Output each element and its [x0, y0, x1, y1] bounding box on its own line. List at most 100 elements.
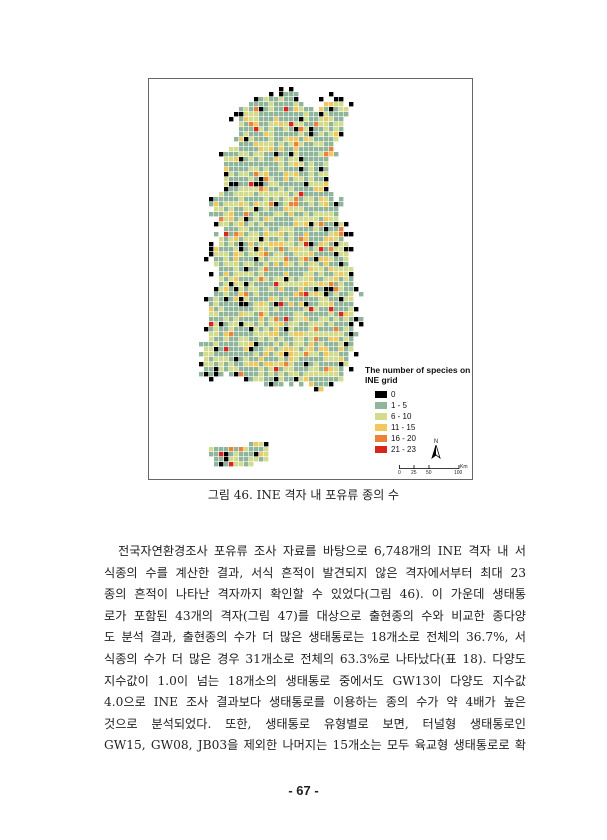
grid-cell	[274, 152, 279, 157]
grid-cell	[234, 137, 239, 142]
grid-cell	[324, 187, 329, 192]
grid-cell	[319, 117, 324, 122]
grid-cell	[274, 352, 279, 357]
grid-cell	[294, 162, 299, 167]
grid-cell	[339, 232, 344, 237]
grid-cell	[344, 362, 349, 367]
grid-cell	[289, 227, 294, 232]
grid-cell	[234, 177, 239, 182]
grid-cell	[259, 127, 264, 132]
grid-cell	[289, 107, 294, 112]
grid-cell	[244, 462, 249, 467]
grid-cell	[224, 337, 229, 342]
grid-cell	[264, 247, 269, 252]
grid-cell	[224, 362, 229, 367]
grid-cell	[229, 157, 234, 162]
grid-cell	[289, 302, 294, 307]
grid-cell	[329, 252, 334, 257]
grid-cell	[284, 147, 289, 152]
grid-cell	[314, 127, 319, 132]
grid-cell	[299, 267, 304, 272]
grid-cell	[219, 207, 224, 212]
grid-cell	[249, 317, 254, 322]
grid-cell	[304, 147, 309, 152]
grid-cell	[289, 352, 294, 357]
grid-cell	[224, 447, 229, 452]
grid-cell	[249, 117, 254, 122]
grid-cell	[289, 372, 294, 377]
body-line: GW15, GW08, JB03을 제외한 나머지는 15개소는 모두 육교형 …	[104, 738, 526, 753]
grid-cell	[244, 282, 249, 287]
grid-cell	[284, 227, 289, 232]
grid-cell	[314, 242, 319, 247]
grid-cell	[244, 272, 249, 277]
grid-cell	[289, 157, 294, 162]
grid-cell	[254, 142, 259, 147]
grid-cell	[244, 357, 249, 362]
grid-cell	[269, 132, 274, 137]
grid-cell	[314, 197, 319, 202]
grid-cell	[289, 327, 294, 332]
grid-cell	[324, 292, 329, 297]
grid-cell	[219, 447, 224, 452]
grid-cell	[349, 292, 354, 297]
grid-cell	[294, 297, 299, 302]
grid-cell	[349, 247, 354, 252]
grid-cell	[244, 457, 249, 462]
grid-cell	[249, 182, 254, 187]
grid-cell	[314, 327, 319, 332]
legend-swatch	[375, 446, 387, 453]
grid-cell	[344, 222, 349, 227]
grid-cell	[214, 357, 219, 362]
grid-cell	[274, 357, 279, 362]
grid-cell	[304, 307, 309, 312]
grid-cell	[254, 262, 259, 267]
grid-cell	[229, 197, 234, 202]
grid-cell	[244, 452, 249, 457]
grid-cell	[214, 342, 219, 347]
grid-cell	[229, 167, 234, 172]
grid-cell	[249, 232, 254, 237]
grid-cell	[339, 112, 344, 117]
grid-cell	[254, 247, 259, 252]
grid-cell	[209, 307, 214, 312]
grid-cell	[244, 292, 249, 297]
grid-cell	[284, 192, 289, 197]
grid-cell	[329, 382, 334, 387]
grid-cell	[319, 262, 324, 267]
grid-cell	[334, 332, 339, 337]
grid-cell	[264, 172, 269, 177]
grid-cell	[274, 167, 279, 172]
grid-cell	[269, 207, 274, 212]
grid-cell	[249, 147, 254, 152]
grid-cell	[304, 132, 309, 137]
grid-cell	[279, 322, 284, 327]
grid-cell	[244, 367, 249, 372]
grid-cell	[324, 337, 329, 342]
grid-cell	[264, 152, 269, 157]
grid-cell	[349, 232, 354, 237]
grid-cell	[304, 282, 309, 287]
grid-cell	[209, 447, 214, 452]
grid-cell	[264, 272, 269, 277]
grid-cell	[284, 362, 289, 367]
grid-cell	[254, 317, 259, 322]
grid-cell	[214, 197, 219, 202]
grid-cell	[354, 307, 359, 312]
grid-cell	[319, 167, 324, 172]
grid-cell	[239, 232, 244, 237]
grid-cell	[229, 232, 234, 237]
grid-cell	[299, 287, 304, 292]
grid-cell	[329, 302, 334, 307]
grid-cell	[269, 232, 274, 237]
grid-cell	[294, 172, 299, 177]
grid-cell	[289, 257, 294, 262]
grid-cell	[294, 332, 299, 337]
grid-cell	[339, 197, 344, 202]
grid-cell	[284, 292, 289, 297]
grid-cell	[299, 347, 304, 352]
grid-cell	[254, 197, 259, 202]
grid-cell	[279, 272, 284, 277]
grid-cell	[284, 142, 289, 147]
grid-cell	[299, 277, 304, 282]
